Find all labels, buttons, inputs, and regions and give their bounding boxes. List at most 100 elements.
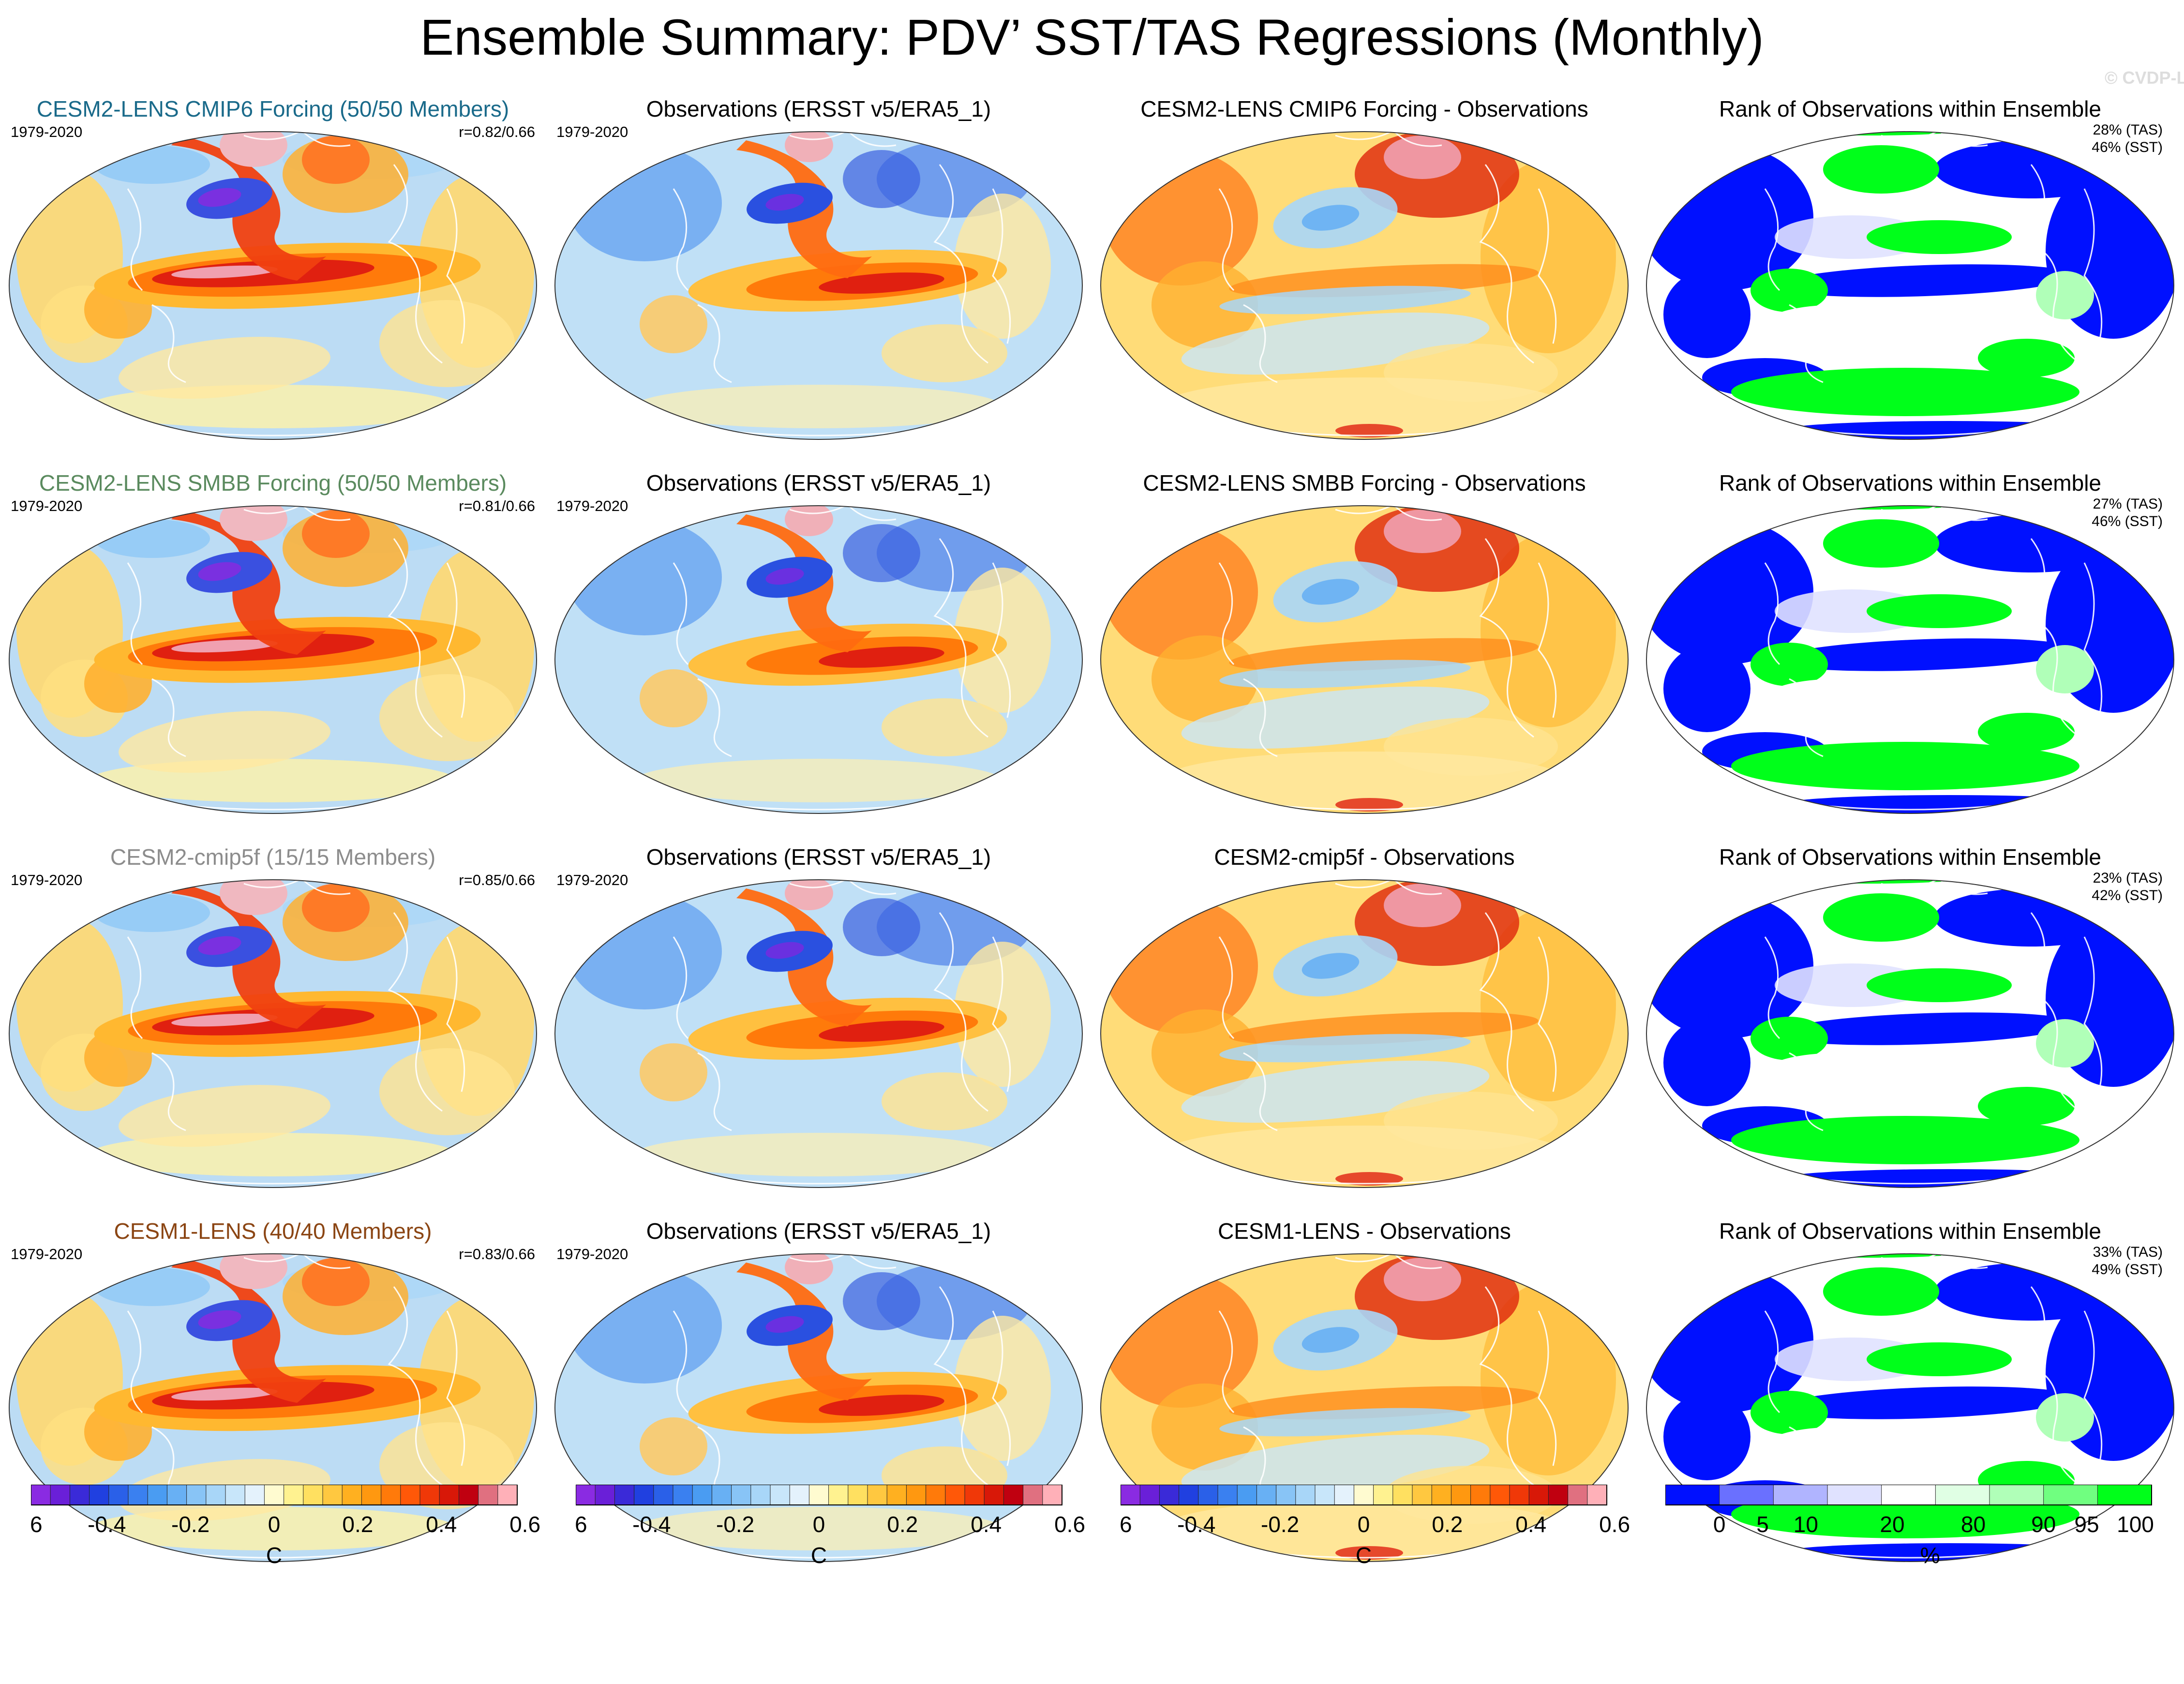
colorbar-swatch bbox=[342, 1485, 362, 1505]
colorbar-swatch bbox=[692, 1485, 713, 1505]
colorbar-swatch bbox=[381, 1485, 401, 1505]
temperature-colorbar-3: -0.6 -0.4 -0.2 0 0.2 0.4 0.6 C bbox=[1121, 1485, 1633, 1577]
colorbar-swatch bbox=[1159, 1485, 1180, 1505]
rank-title: Rank of Observations within Ensemble bbox=[1719, 844, 2102, 870]
diff-map-row1 bbox=[1100, 131, 1629, 440]
rank-sst: 42% (SST) bbox=[2092, 887, 2163, 903]
colorbar-tick-label: 0 bbox=[813, 1512, 825, 1537]
period-label: 1979-2020 bbox=[556, 872, 628, 888]
colorbar-swatch bbox=[1665, 1485, 1720, 1505]
colorbar-tick-label: 0.6 bbox=[509, 1512, 540, 1537]
model-map-row3 bbox=[9, 879, 537, 1188]
panel-row1-model: CESM2-LENS CMIP6 Forcing (50/50 Members)… bbox=[0, 94, 546, 469]
model-title: CESM1-LENS (40/40 Members) bbox=[114, 1218, 432, 1244]
rank-tas: 27% (TAS) bbox=[2093, 496, 2163, 512]
colorbar-tick-label: 0.6 bbox=[1599, 1512, 1630, 1537]
colorbar-tick-label: 0.4 bbox=[426, 1512, 457, 1537]
colorbar-tick-label: 0.2 bbox=[887, 1512, 918, 1537]
colorbar-swatch bbox=[848, 1485, 868, 1505]
colorbar-swatch bbox=[1392, 1485, 1413, 1505]
colorbar-graphic: -0.6 -0.4 -0.2 0 0.2 0.4 0.6 C bbox=[576, 1485, 1085, 1568]
rank-tas: 28% (TAS) bbox=[2093, 122, 2163, 138]
obs-map-row4 bbox=[554, 1253, 1083, 1562]
colorbar-tick-label: -0.6 bbox=[31, 1512, 43, 1537]
diff-title: CESM2-LENS SMBB Forcing - Observations bbox=[1143, 470, 1586, 496]
pattern-correlation: r=0.85/0.66 bbox=[459, 872, 535, 888]
colorbar-swatch bbox=[1373, 1485, 1393, 1505]
colorbar-swatch bbox=[1315, 1485, 1335, 1505]
rank-sst: 46% (SST) bbox=[2092, 513, 2163, 529]
rank-stats: 33% (TAS) 49% (SST) bbox=[2092, 1244, 2163, 1278]
pattern-correlation: r=0.81/0.66 bbox=[459, 497, 535, 514]
period-label: 1979-2020 bbox=[556, 497, 628, 514]
colorbar-tick-label: 0 bbox=[1358, 1512, 1370, 1537]
colorbar-swatch bbox=[984, 1485, 1004, 1505]
rank-colorbar: 0 5 10 20 80 90 95 100% bbox=[1665, 1485, 2178, 1577]
colorbar-tick-label: -0.6 bbox=[576, 1512, 587, 1537]
panel-row3-rank: Rank of Observations within Ensemble 23% … bbox=[1637, 842, 2183, 1218]
panel-row4-model: CESM1-LENS (40/40 Members) 1979-2020 r=0.8… bbox=[0, 1217, 546, 1592]
model-title: CESM2-LENS CMIP6 Forcing (50/50 Members) bbox=[36, 96, 509, 121]
colorbar-swatch bbox=[322, 1485, 343, 1505]
colorbar-swatch bbox=[1587, 1485, 1607, 1505]
colorbar-swatch bbox=[1139, 1485, 1160, 1505]
model-title: CESM2-cmip5f (15/15 Members) bbox=[110, 844, 436, 870]
colorbar-swatch bbox=[945, 1485, 965, 1505]
page-title: Ensemble Summary: PDV’ SST/TAS Regressio… bbox=[420, 9, 1764, 66]
colorbar-swatch bbox=[303, 1485, 323, 1505]
colorbar-swatch bbox=[886, 1485, 907, 1505]
colorbar-graphic: -0.6 -0.4 -0.2 0 0.2 0.4 0.6 C bbox=[31, 1485, 540, 1568]
colorbar-swatch bbox=[1470, 1485, 1491, 1505]
colorbar-unit: C bbox=[1356, 1543, 1372, 1568]
colorbar-tick-label: 0 bbox=[268, 1512, 281, 1537]
colorbar-swatch bbox=[828, 1485, 849, 1505]
colorbar-swatch bbox=[653, 1485, 674, 1505]
period-label: 1979-2020 bbox=[556, 1246, 628, 1263]
colorbar-tick-label: 0.2 bbox=[342, 1512, 373, 1537]
period-label: 1979-2020 bbox=[11, 872, 83, 888]
colorbar-swatch bbox=[284, 1485, 304, 1505]
colorbar-swatch bbox=[1179, 1485, 1199, 1505]
colorbar-swatch bbox=[1451, 1485, 1471, 1505]
colorbar-tick-label: 100 bbox=[2117, 1512, 2154, 1537]
colorbar-tick-label: -0.4 bbox=[632, 1512, 671, 1537]
rank-map-row3 bbox=[1646, 879, 2174, 1188]
colorbar-swatch bbox=[264, 1485, 284, 1505]
colorbar-swatch bbox=[808, 1485, 829, 1505]
colorbar-tick-label: 5 bbox=[1756, 1512, 1769, 1537]
rank-stats: 27% (TAS) 46% (SST) bbox=[2092, 496, 2163, 530]
panel-row1-diff: CESM2-LENS CMIP6 Forcing - Observations bbox=[1092, 94, 1637, 469]
period-label: 1979-2020 bbox=[11, 497, 83, 514]
panel-row1-rank: Rank of Observations within Ensemble 28% … bbox=[1637, 94, 2183, 469]
colorbar-swatch bbox=[147, 1485, 168, 1505]
colorbar-swatch bbox=[634, 1485, 654, 1505]
colorbar-swatch bbox=[1295, 1485, 1316, 1505]
colorbar-tick-label: 0 bbox=[1713, 1512, 1726, 1537]
colorbar-swatch bbox=[361, 1485, 382, 1505]
panel-row3-obs: Observations (ERSST v5/ERA5_1) 1979-2020 bbox=[546, 842, 1092, 1218]
colorbar-swatch bbox=[711, 1485, 732, 1505]
colorbar-swatch bbox=[1827, 1485, 1882, 1505]
model-map-row4 bbox=[9, 1253, 537, 1562]
colorbar-swatch bbox=[497, 1485, 518, 1505]
colorbar-graphic: -0.6 -0.4 -0.2 0 0.2 0.4 0.6 C bbox=[1121, 1485, 1630, 1568]
diff-map-row3 bbox=[1100, 879, 1629, 1188]
colorbar-tick-label: -0.2 bbox=[716, 1512, 754, 1537]
diff-title: CESM2-LENS CMIP6 Forcing - Observations bbox=[1140, 96, 1588, 121]
colorbar-swatch bbox=[439, 1485, 460, 1505]
pattern-correlation: r=0.83/0.66 bbox=[459, 1246, 535, 1263]
colorbar-swatch bbox=[614, 1485, 635, 1505]
colorbar-tick-label: 90 bbox=[2031, 1512, 2056, 1537]
colorbar-tick-label: 20 bbox=[1880, 1512, 1904, 1537]
colorbar-graphic: 0 5 10 20 80 90 95 100% bbox=[1665, 1485, 2154, 1568]
colorbar-swatch bbox=[1568, 1485, 1588, 1505]
panel-row1-obs: Observations (ERSST v5/ERA5_1) 1979-2020 bbox=[546, 94, 1092, 469]
rank-tas: 33% (TAS) bbox=[2093, 1244, 2163, 1260]
colorbar-swatch bbox=[1989, 1485, 2044, 1505]
colorbar-unit: % bbox=[1920, 1543, 1940, 1568]
colorbar-swatch bbox=[964, 1485, 985, 1505]
colorbar-swatch bbox=[1490, 1485, 1510, 1505]
diff-title: CESM1-LENS - Observations bbox=[1218, 1218, 1511, 1244]
panel-row2-obs: Observations (ERSST v5/ERA5_1) 1979-2020 bbox=[546, 468, 1092, 843]
rank-sst: 46% (SST) bbox=[2092, 139, 2163, 155]
